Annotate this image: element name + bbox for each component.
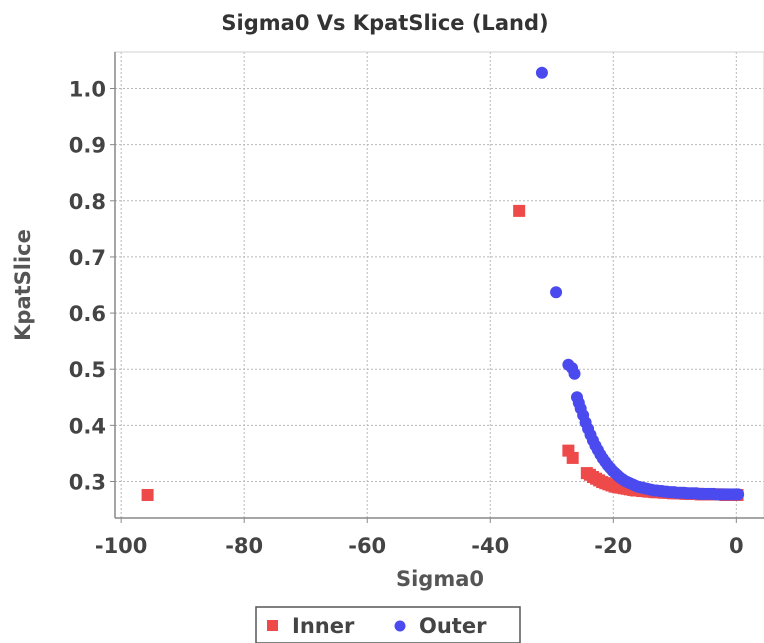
y-tick-label: 0.3 <box>69 471 106 495</box>
x-tick-label: -20 <box>594 534 632 558</box>
grid-lines <box>115 52 764 518</box>
y-tick-label: 1.0 <box>69 77 106 101</box>
y-tick-label: 0.5 <box>69 358 106 382</box>
y-tick-label: 0.8 <box>69 190 106 214</box>
axis-ticks: -100 -80 -60 -40 -20 0 0.3 0.4 0.5 0.6 0.7 0.8 0.9 1.… <box>69 77 744 558</box>
y-tick-label: 0.4 <box>69 414 106 438</box>
x-tick-label: -40 <box>471 534 509 558</box>
x-tick-label: -80 <box>225 534 263 558</box>
x-tick-label: -100 <box>95 534 148 558</box>
inner-point <box>141 488 154 501</box>
chart-title: Sigma0 Vs KpatSlice (Land) <box>221 11 548 35</box>
legend-square-icon <box>267 620 278 631</box>
y-tick-label: 0.7 <box>69 246 106 270</box>
y-axis-label: KpatSlice <box>11 229 35 341</box>
y-tick-label: 0.9 <box>69 134 106 158</box>
x-axis-label: Sigma0 <box>396 567 484 591</box>
plot-area <box>114 51 764 519</box>
inner-point <box>566 451 579 464</box>
legend: Inner Outer <box>255 606 521 643</box>
legend-circle-icon <box>394 620 406 632</box>
outer-point <box>732 488 745 501</box>
outer-point <box>550 286 563 299</box>
data-points <box>141 66 745 501</box>
outer-point <box>568 367 581 380</box>
legend-item-outer: Outer <box>419 614 487 638</box>
outer-point <box>535 66 548 79</box>
y-tick-label: 0.6 <box>69 302 106 326</box>
x-tick-label: -60 <box>348 534 386 558</box>
legend-item-inner: Inner <box>292 614 355 638</box>
x-tick-label: 0 <box>729 534 744 558</box>
inner-point <box>513 204 526 217</box>
legend-box <box>255 606 521 643</box>
